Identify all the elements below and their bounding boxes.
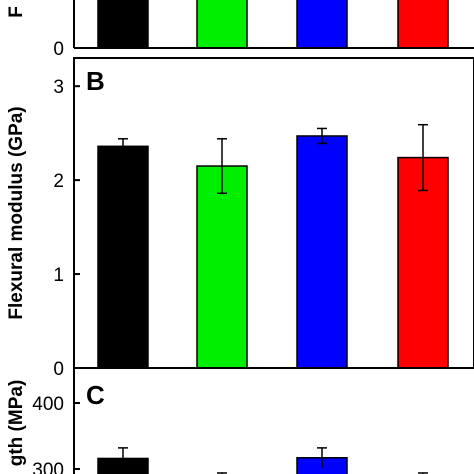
panel-a-y-axis-title: F <box>6 6 27 18</box>
panel-a-bars <box>97 0 449 49</box>
panel-b-ytick-label: 3 <box>53 77 64 98</box>
panel-b-ytick-label: 0 <box>53 359 64 380</box>
panel-c-y-axis-title: gth (MPa) <box>6 380 27 467</box>
panel-c-bars <box>97 447 428 474</box>
panel-a-bar <box>296 0 348 49</box>
panel-c-ytick-label: 300 <box>32 460 64 474</box>
panel-b-bar <box>296 135 348 369</box>
panel-a-bar <box>397 0 449 49</box>
panel-b-letter: B <box>86 66 105 96</box>
panel-b-yticks: 0 1 2 3 <box>53 77 80 380</box>
panel-a-bar <box>196 0 248 49</box>
panel-b-bars <box>97 123 449 369</box>
panel-a: 0 F <box>6 0 474 60</box>
panel-c-letter: C <box>86 380 105 410</box>
panel-b-bar <box>97 145 149 369</box>
panel-a-bar <box>97 0 149 49</box>
panel-b: 0 1 2 3 B Flexural modulus (GPa) <box>6 57 474 380</box>
panel-c: 300 400 C gth (MPa) <box>6 367 474 474</box>
panel-b-ytick-label: 1 <box>53 265 64 286</box>
panel-b-bar <box>196 165 248 369</box>
panel-c-yticks: 300 400 <box>32 394 80 474</box>
panel-c-ytick-label: 400 <box>32 394 64 415</box>
panel-b-y-axis-title: Flexural modulus (GPa) <box>6 106 27 319</box>
panel-b-ytick-label: 2 <box>53 171 64 192</box>
panel-a-ytick-label: 0 <box>53 39 64 60</box>
